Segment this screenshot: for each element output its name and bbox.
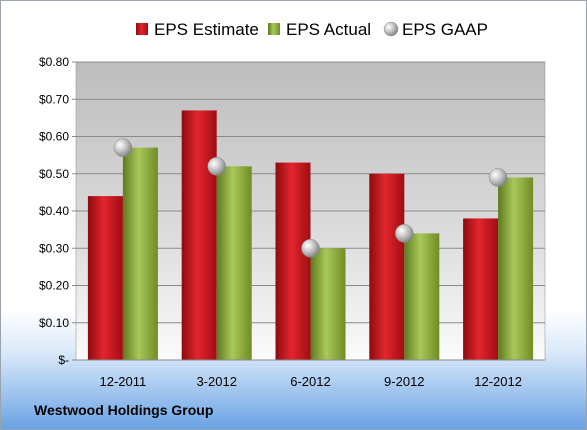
legend-swatch-eps-gaap [383, 21, 399, 37]
x-tick-label-6-2012: 6-2012 [290, 374, 330, 389]
legend-label-eps-gaap: EPS GAAP [402, 20, 488, 39]
bar-eps-estimate-9-2012 [369, 173, 405, 360]
y-tick-label-3: $0.30 [39, 241, 69, 255]
bar-eps-estimate-6-2012 [275, 162, 311, 360]
y-tick-label-5: $0.50 [39, 167, 69, 181]
bar-eps-estimate-3-2012 [181, 110, 217, 360]
bar-eps-actual-12-2011 [122, 147, 158, 360]
marker-eps-gaap-3-2012 [207, 157, 226, 176]
gaap-markers [113, 138, 508, 258]
x-tick-label-3-2012: 3-2012 [196, 374, 236, 389]
bar-eps-estimate-12-2012 [463, 218, 499, 360]
x-tick-label-12-2011: 12-2011 [100, 374, 147, 389]
bar-eps-actual-3-2012 [216, 166, 252, 360]
marker-eps-gaap-6-2012 [301, 239, 320, 258]
y-axis: $- $0.10 $0.20 $0.30 $0.40 $0.50 $0.60 $0.70 $0.… [39, 55, 76, 367]
bar-eps-estimate-12-2011 [87, 196, 123, 360]
y-tick-label-4: $0.40 [39, 204, 69, 218]
legend-swatch-eps-actual [268, 23, 280, 35]
x-axis: 12-2011 3-2012 6-2012 9-2012 12-2012 [76, 359, 545, 389]
legend-label-eps-actual: EPS Actual [286, 20, 371, 39]
legend: EPS Estimate EPS Actual EPS GAAP [136, 20, 488, 39]
x-tick-label-9-2012: 9-2012 [384, 374, 424, 389]
bar-eps-actual-6-2012 [310, 248, 346, 360]
y-tick-label-8: $0.80 [39, 55, 69, 69]
y-tick-label-2: $0.20 [39, 279, 69, 293]
x-tick-label-12-2012: 12-2012 [474, 374, 522, 389]
y-tick-label-7: $0.70 [39, 92, 69, 106]
y-tick-label-6: $0.60 [39, 130, 69, 144]
bars [87, 110, 534, 360]
legend-swatch-eps-estimate [136, 23, 148, 35]
company-name: Westwood Holdings Group [34, 402, 214, 418]
bar-eps-actual-12-2012 [498, 177, 534, 360]
y-tick-label-0: $- [58, 353, 69, 367]
y-tick-label-1: $0.10 [39, 316, 69, 330]
legend-label-eps-estimate: EPS Estimate [154, 20, 259, 39]
marker-eps-gaap-12-2011 [113, 138, 133, 157]
bar-eps-actual-9-2012 [404, 233, 440, 360]
marker-eps-gaap-12-2012 [488, 168, 508, 187]
marker-eps-gaap-9-2012 [395, 224, 414, 243]
